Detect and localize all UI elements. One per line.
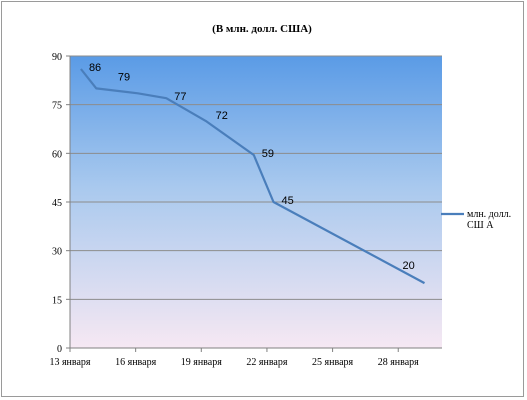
y-axis-ticks: 0 15 30 45 60 75 90 [52,52,70,355]
x-tick-label: 16 января [115,357,156,368]
y-tick-label: 60 [52,149,62,160]
data-label: 59 [262,148,274,160]
x-tick-label: 28 января [378,357,419,368]
x-axis-ticks: 13 января 16 января 19 января 22 января 25 я… [49,348,419,368]
legend-label-line2: СШ А [467,220,494,231]
data-label: 86 [89,62,101,74]
y-tick-label: 30 [52,247,62,258]
grid-lines [70,55,442,300]
x-tick-label: 19 января [181,357,222,368]
data-label: 79 [118,71,130,83]
x-tick-label: 25 января [312,357,353,368]
legend-label-line1: млн. долл. [467,209,511,220]
y-tick-label: 90 [52,52,62,63]
y-tick-label: 15 [52,295,62,306]
data-labels: 86 79 77 72 59 45 20 [89,62,415,272]
x-tick-label: 22 января [246,357,287,368]
data-label: 45 [282,195,294,207]
y-tick-label: 75 [52,101,62,112]
legend: млн. долл. СШ А [441,209,511,231]
y-tick-label: 0 [57,344,62,355]
y-tick-label: 45 [52,198,62,209]
x-tick-label: 13 января [49,357,90,368]
data-label: 72 [216,110,228,122]
series-line [80,68,426,285]
data-label: 20 [402,260,414,272]
data-label: 77 [174,91,186,103]
chart-title: (В млн. долл. США) [212,23,312,35]
